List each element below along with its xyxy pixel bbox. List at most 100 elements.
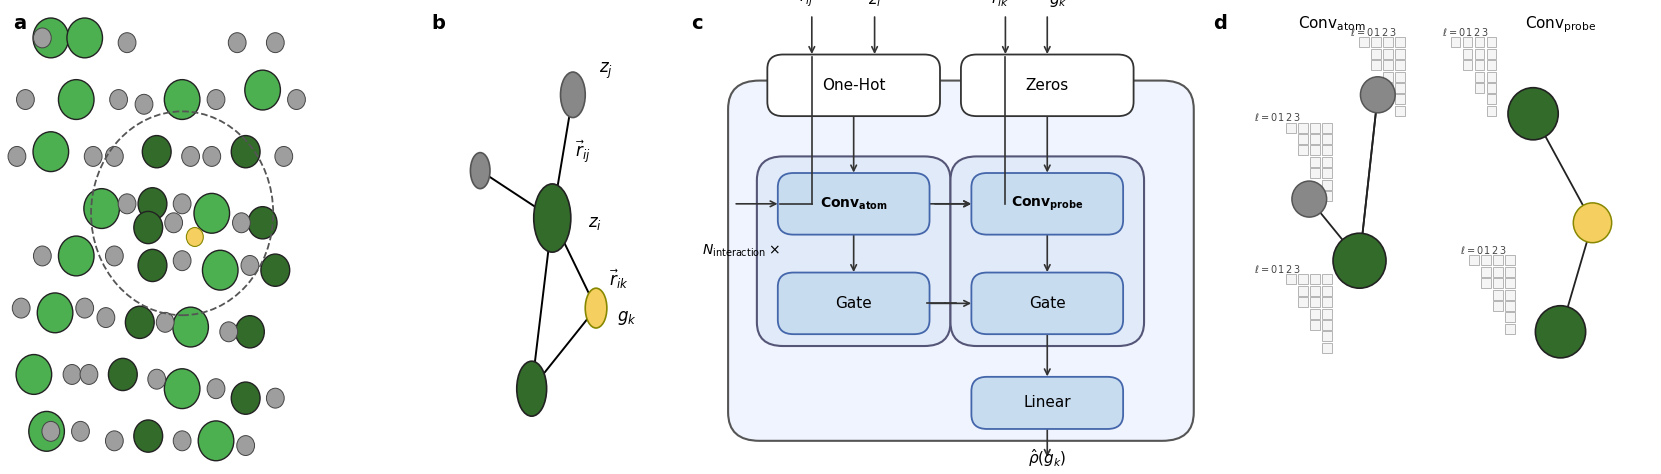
Circle shape [228, 33, 246, 53]
Bar [1493, 267, 1503, 277]
Circle shape [33, 246, 51, 266]
Circle shape [58, 236, 95, 276]
Circle shape [33, 28, 51, 48]
Circle shape [173, 251, 191, 271]
Bar [1322, 180, 1332, 190]
Bar [1463, 37, 1472, 47]
Bar [1505, 301, 1515, 311]
Text: $\ell = 0\,1\,2\,3$: $\ell = 0\,1\,2\,3$ [1350, 26, 1397, 37]
Text: Gate: Gate [1028, 296, 1066, 311]
Bar [1505, 324, 1515, 334]
Bar [1482, 267, 1490, 277]
Bar [1322, 331, 1332, 341]
Circle shape [585, 288, 606, 328]
Circle shape [233, 213, 251, 233]
Circle shape [76, 298, 93, 318]
Text: Gate: Gate [835, 296, 872, 311]
Text: $g_k$: $g_k$ [1048, 0, 1066, 9]
Bar [1475, 83, 1485, 93]
FancyBboxPatch shape [972, 273, 1123, 334]
Bar [1299, 134, 1307, 144]
Bar [1322, 123, 1332, 133]
Bar [1372, 60, 1380, 70]
Circle shape [181, 146, 199, 166]
Circle shape [135, 94, 153, 114]
Circle shape [135, 211, 163, 244]
Bar [1487, 37, 1497, 47]
Text: $z_j$: $z_j$ [598, 61, 613, 81]
Circle shape [42, 421, 60, 441]
Circle shape [208, 90, 224, 109]
Bar [1286, 123, 1296, 133]
Bar [1322, 286, 1332, 296]
Circle shape [125, 306, 154, 338]
FancyBboxPatch shape [757, 156, 950, 346]
Bar [1384, 83, 1394, 93]
Bar [1299, 286, 1307, 296]
Circle shape [266, 388, 284, 408]
Circle shape [1535, 306, 1586, 358]
Bar [1475, 37, 1485, 47]
Circle shape [63, 365, 81, 384]
Bar [1311, 320, 1320, 330]
Bar [1487, 72, 1497, 82]
Bar [1384, 60, 1394, 70]
Circle shape [156, 312, 174, 332]
Circle shape [143, 136, 171, 168]
Bar [1395, 72, 1405, 82]
Circle shape [274, 146, 292, 166]
Text: $z_i$: $z_i$ [588, 214, 603, 232]
Bar [1475, 72, 1485, 82]
Circle shape [8, 146, 27, 166]
Bar [1372, 49, 1380, 59]
Bar [1311, 274, 1320, 284]
Circle shape [173, 194, 191, 214]
Circle shape [173, 307, 208, 347]
Text: $N_{\mathrm{interaction}}\times$: $N_{\mathrm{interaction}}\times$ [703, 243, 779, 259]
FancyBboxPatch shape [777, 173, 930, 235]
Circle shape [203, 146, 221, 166]
Circle shape [118, 194, 136, 214]
Bar [1450, 37, 1460, 47]
Bar [1311, 134, 1320, 144]
Circle shape [231, 382, 261, 414]
Bar [1463, 60, 1472, 70]
Circle shape [1334, 233, 1385, 288]
Bar [1322, 309, 1332, 319]
Circle shape [105, 246, 123, 266]
Text: d: d [1213, 14, 1227, 33]
Bar [1311, 146, 1320, 155]
Bar [1493, 278, 1503, 288]
Bar [1322, 320, 1332, 330]
Circle shape [236, 316, 264, 348]
Circle shape [241, 255, 259, 275]
Bar [1311, 309, 1320, 319]
Bar [1487, 49, 1497, 59]
Circle shape [247, 207, 277, 239]
Circle shape [219, 322, 238, 342]
Circle shape [118, 33, 136, 53]
FancyBboxPatch shape [972, 173, 1123, 235]
Bar [1311, 123, 1320, 133]
Text: One-Hot: One-Hot [822, 78, 885, 93]
Bar [1493, 255, 1503, 265]
Bar [1487, 106, 1497, 116]
Text: $\ell = 0\,1\,2\,3$: $\ell = 0\,1\,2\,3$ [1254, 111, 1301, 123]
Bar [1505, 290, 1515, 300]
Circle shape [105, 146, 123, 166]
Text: b: b [432, 14, 445, 33]
Circle shape [208, 379, 224, 399]
Circle shape [58, 80, 95, 119]
Circle shape [108, 358, 138, 391]
Circle shape [105, 431, 123, 451]
Bar [1372, 37, 1380, 47]
Circle shape [71, 421, 90, 441]
Circle shape [164, 369, 199, 409]
Bar [1487, 94, 1497, 104]
Bar [1322, 297, 1332, 307]
Circle shape [85, 146, 101, 166]
Circle shape [80, 365, 98, 384]
Circle shape [164, 213, 183, 233]
Bar [1395, 49, 1405, 59]
Circle shape [1573, 203, 1611, 243]
